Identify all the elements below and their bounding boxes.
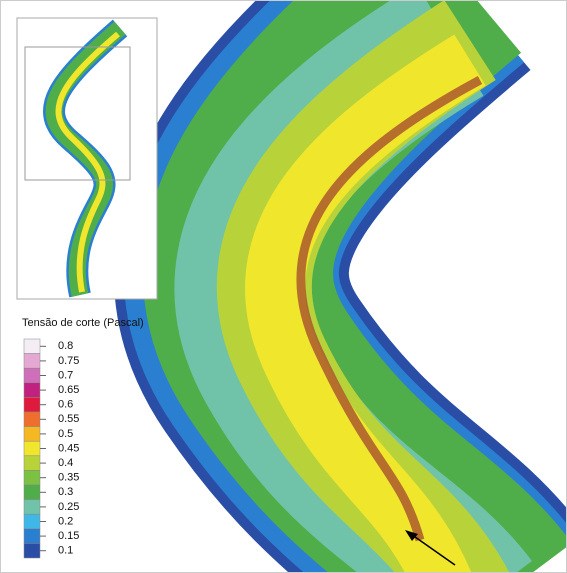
legend-swatch <box>24 543 40 558</box>
legend-swatch <box>24 339 40 354</box>
legend-label: 0.35 <box>58 472 79 484</box>
legend-swatch <box>24 354 40 369</box>
legend-label: 0.3 <box>58 486 73 498</box>
legend-label: 0.75 <box>58 355 79 367</box>
legend-title: Tensão de corte (Pascal) <box>22 317 144 329</box>
legend-label: 0.2 <box>58 515 73 527</box>
legend-swatch <box>24 427 40 442</box>
legend-swatch <box>24 368 40 383</box>
legend-swatch <box>24 514 40 529</box>
legend-label: 0.55 <box>58 413 79 425</box>
legend-swatch <box>24 397 40 412</box>
figure: Tensão de corte (Pascal) 0.8 0.75 0.7 0.65 0… <box>0 0 567 573</box>
legend-label: 0.45 <box>58 442 79 454</box>
legend-label: 0.7 <box>58 369 73 381</box>
legend-label: 0.15 <box>58 530 79 542</box>
legend-swatch <box>24 412 40 427</box>
legend-swatch <box>24 529 40 544</box>
legend-swatch <box>24 383 40 398</box>
legend-swatch <box>24 470 40 485</box>
legend-swatch <box>24 441 40 456</box>
legend-label: 0.4 <box>58 457 73 469</box>
legend-label: 0.6 <box>58 399 73 411</box>
legend-swatch <box>24 500 40 515</box>
legend-label: 0.25 <box>58 501 79 513</box>
legend-swatch <box>24 485 40 500</box>
legend-label: 0.65 <box>58 384 79 396</box>
legend-label: 0.8 <box>58 340 73 352</box>
legend-swatch <box>24 456 40 471</box>
legend-label: 0.1 <box>58 545 73 557</box>
legend-label: 0.5 <box>58 428 73 440</box>
